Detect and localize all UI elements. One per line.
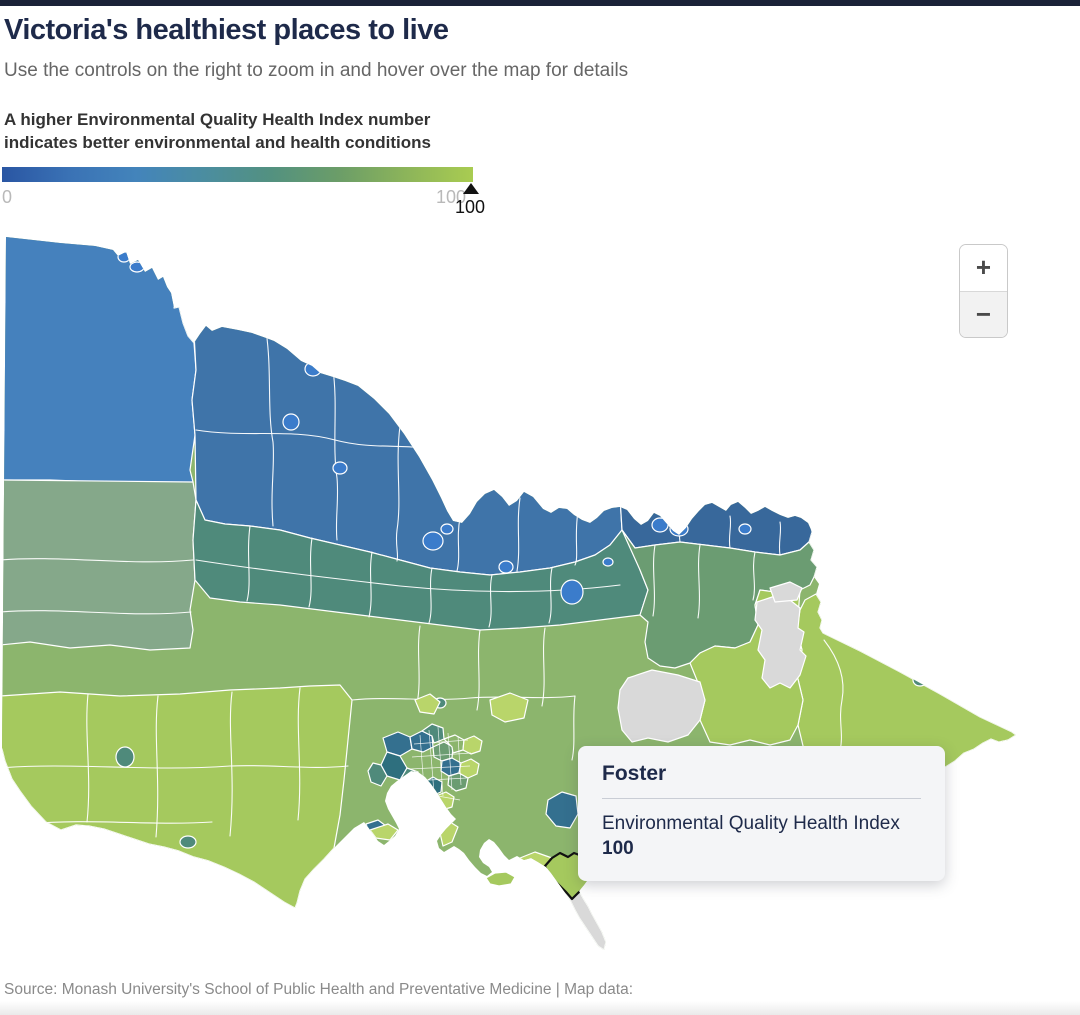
victoria-map-svg[interactable] bbox=[0, 230, 1020, 952]
region-nodata-alpine-east[interactable] bbox=[754, 595, 807, 689]
region-nodata-small[interactable] bbox=[769, 581, 803, 603]
legend-title: A higher Environmental Quality Health In… bbox=[4, 110, 431, 152]
legend-marker-value: 100 bbox=[455, 197, 486, 217]
lga-borders bbox=[2, 330, 844, 838]
legend-gradient-bar bbox=[2, 167, 473, 182]
bottom-strip bbox=[0, 1001, 1080, 1015]
legend-min-label: 0 bbox=[2, 187, 13, 207]
region-west-sage[interactable] bbox=[0, 479, 197, 651]
tooltip-metric-label: Environmental Quality Health Index bbox=[602, 813, 900, 834]
region-phillip-island[interactable] bbox=[485, 871, 516, 887]
top-accent-bar bbox=[0, 0, 1080, 6]
tooltip-metric-value: 100 bbox=[602, 838, 634, 859]
region-northwest-blue[interactable] bbox=[0, 230, 197, 485]
page-title: Victoria's healthiest places to live bbox=[4, 14, 449, 46]
region-southwest-lightgreen[interactable] bbox=[0, 684, 353, 909]
legend-marker-triangle bbox=[463, 183, 479, 194]
tooltip-divider bbox=[602, 798, 921, 799]
zoom-out-button[interactable]: − bbox=[960, 291, 1007, 337]
page-subtitle: Use the controls on the right to zoom in… bbox=[4, 60, 629, 81]
map-tooltip: Foster Environmental Quality Health Inde… bbox=[578, 746, 945, 881]
source-note: Source: Monash University's School of Pu… bbox=[4, 981, 634, 998]
tooltip-region-name: Foster bbox=[602, 762, 667, 785]
region-nodata-alpine-west[interactable] bbox=[617, 669, 706, 743]
map: + − Foster Environmental Quality Health … bbox=[0, 230, 1080, 952]
legend-max-label: 100 bbox=[436, 187, 467, 207]
map-zoom-controls: + − bbox=[959, 244, 1008, 338]
zoom-in-button[interactable]: + bbox=[960, 245, 1007, 291]
